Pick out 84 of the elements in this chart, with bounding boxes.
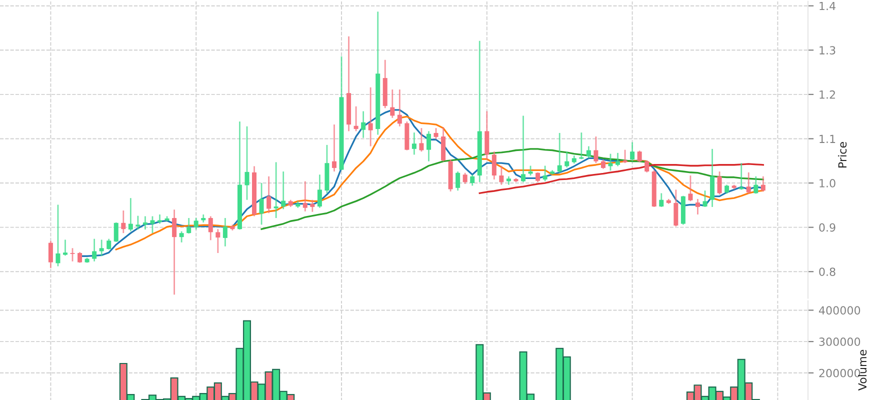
y-axis-title: Volume — [858, 350, 867, 391]
candlestick — [274, 162, 278, 219]
y-tick-label: 400000 — [818, 306, 860, 315]
candlestick — [419, 127, 424, 152]
candlestick — [586, 146, 591, 159]
y-tick-label: 0.9 — [819, 223, 836, 232]
candlestick — [695, 198, 700, 216]
candlestick — [470, 174, 475, 186]
candlestick — [702, 190, 708, 208]
candlestick — [244, 126, 250, 201]
candlestick — [542, 165, 548, 182]
candlestick — [216, 228, 220, 254]
candlestick — [92, 238, 97, 262]
candlestick — [659, 192, 664, 208]
candlestick — [528, 165, 533, 176]
candlestick — [441, 126, 446, 162]
candlestick — [484, 110, 490, 160]
y-tick-label: 1.0 — [820, 179, 836, 188]
candlestick — [630, 142, 635, 162]
candlestick — [332, 124, 336, 172]
candlestick — [412, 132, 416, 156]
candlestick — [397, 88, 402, 128]
y-tick-label: 300000 — [819, 338, 860, 346]
candlestick — [754, 176, 758, 194]
candlestick — [600, 158, 606, 170]
candlestick — [150, 216, 155, 234]
candlestick — [674, 188, 678, 228]
candlestick — [317, 174, 322, 209]
candlestick — [536, 172, 540, 183]
candlestick — [172, 208, 177, 296]
candlestick — [302, 180, 308, 212]
candlestick — [136, 215, 140, 230]
candlestick — [142, 216, 148, 230]
candlestick — [354, 106, 358, 132]
candlestick — [557, 132, 562, 174]
candlestick — [462, 172, 468, 185]
candlestick — [746, 172, 751, 194]
candlestick — [128, 197, 133, 232]
candlestick — [390, 88, 395, 119]
candlestick — [426, 130, 431, 162]
y-axis-title: Price — [838, 142, 847, 168]
y-tick-label: 200000 — [819, 368, 860, 378]
y-tick-label: 1.4 — [820, 2, 836, 10]
candlestick — [520, 114, 526, 183]
candlestick — [594, 136, 598, 164]
candlestick — [259, 182, 264, 226]
candlestick — [644, 160, 650, 174]
candlestick — [99, 239, 104, 257]
candlestick — [56, 204, 60, 267]
candlestick — [48, 240, 53, 269]
candlestick — [608, 153, 613, 172]
candlestick — [637, 150, 642, 163]
y-tick-label: 1.2 — [820, 90, 835, 99]
candlestick — [310, 199, 315, 213]
candlestick — [194, 217, 198, 230]
candlestick — [499, 165, 504, 186]
candlestick — [281, 170, 286, 210]
candlestick — [266, 176, 272, 214]
candlestick — [368, 86, 373, 147]
candlestick — [710, 148, 715, 208]
candlestick — [208, 216, 213, 241]
candlestick — [222, 217, 228, 248]
line-series — [478, 163, 764, 194]
y-tick-label: 1.3 — [820, 46, 836, 55]
candlestick — [492, 150, 496, 180]
candlestick — [62, 239, 68, 256]
candlestick — [564, 150, 570, 168]
candlestick — [456, 170, 460, 192]
candlestick — [179, 230, 184, 244]
candlestick — [361, 110, 366, 139]
candlestick — [157, 214, 162, 224]
candlestick — [760, 176, 766, 192]
candlestick — [106, 238, 112, 250]
candlestick — [70, 247, 75, 262]
candlestick — [616, 152, 620, 167]
candlestick — [434, 127, 438, 140]
candlestick — [688, 174, 693, 202]
candlestick — [121, 210, 126, 234]
candlestick — [114, 222, 118, 243]
candlestick — [78, 251, 82, 264]
candlestick — [717, 170, 722, 196]
y-tick-label: 0.8 — [819, 268, 836, 276]
candlestick — [186, 217, 192, 234]
y-tick-label: 1.1 — [820, 134, 836, 143]
